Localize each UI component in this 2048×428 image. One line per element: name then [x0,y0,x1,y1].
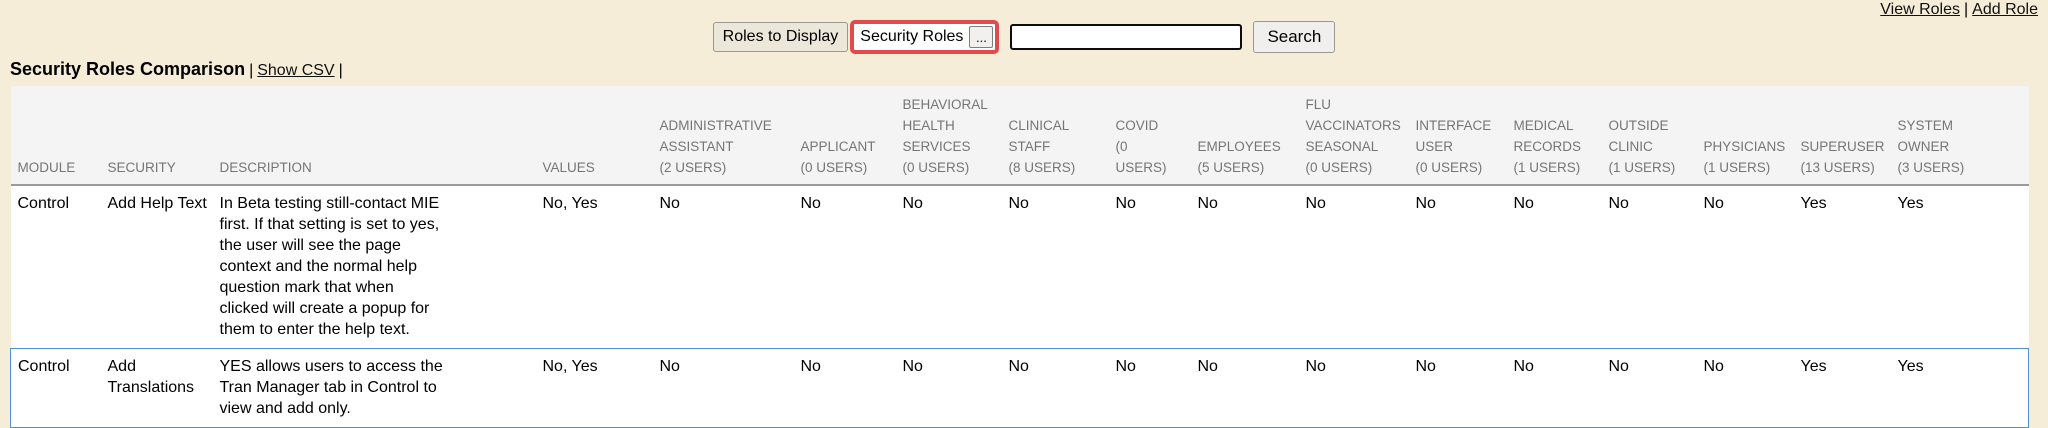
cell-role-covid: No [1108,185,1191,349]
cell-role-medical-records: No [1506,185,1602,349]
cell-role-flu-vaccinators-seasonal: No [1298,348,1409,428]
table-header-row: MODULE SECURITY DESCRIPTION VALUES ADMIN… [10,86,2029,186]
cell-values: No, Yes [535,348,653,428]
cell-security: Add Translations [100,348,213,428]
search-input[interactable] [1010,24,1243,50]
links-separator: | [1964,1,1969,18]
cell-role-system-owner: Yes [1890,185,2029,349]
column-header-interface-user: INTERFACE USER (0 USERS) [1408,86,1507,186]
cell-role-employees: No [1190,185,1299,349]
column-header-clinical-staff: CLINICAL STAFF (8 USERS) [1001,86,1109,186]
cell-description: YES allows users to access the Tran Mana… [212,348,536,428]
column-header-medical-records: MEDICAL RECORDS (1 USERS) [1506,86,1602,186]
column-header-flu-vaccinators-seasonal: FLU VACCINATORS SEASONAL (0 USERS) [1298,86,1409,186]
role-filter-value[interactable]: Security Roles [856,28,970,46]
page-title: Security Roles Comparison [10,59,246,79]
table-row[interactable]: Control Add Help Text In Beta testing st… [10,185,2029,349]
column-header-covid: COVID (0 USERS) [1108,86,1191,186]
table-row-highlighted[interactable]: Control Add Translations YES allows user… [10,348,2029,428]
toolbar: Roles to Display Security Roles ... Sear… [0,20,2048,54]
column-header-description: DESCRIPTION [212,86,536,186]
column-header-behavioral-health-services: BEHAVIORAL HEALTH SERVICES (0 USERS) [895,86,1002,186]
cell-role-interface-user: No [1408,348,1507,428]
show-csv-link[interactable]: Show CSV [257,62,335,79]
column-header-security: SECURITY [100,86,213,186]
top-links: View Roles | Add Role [0,0,2048,20]
cell-role-physicians: No [1696,348,1794,428]
cell-role-applicant: No [793,185,896,349]
column-header-system-owner: SYSTEM OWNER (3 USERS) [1890,86,2029,186]
cell-security: Add Help Text [100,185,213,349]
column-header-physicians: PHYSICIANS (1 USERS) [1696,86,1794,186]
cell-role-administrative-assistant: No [652,348,794,428]
heading-separator: | [249,62,254,79]
cell-role-covid: No [1108,348,1191,428]
cell-role-behavioral-health-services: No [895,348,1002,428]
cell-role-applicant: No [793,348,896,428]
table-body: Control Add Help Text In Beta testing st… [10,185,2029,428]
column-header-outside-clinic: OUTSIDE CLINIC (1 USERS) [1601,86,1697,186]
cell-role-administrative-assistant: No [652,185,794,349]
column-header-module: MODULE [10,86,101,186]
column-header-applicant: APPLICANT (0 USERS) [793,86,896,186]
column-header-administrative-assistant: ADMINISTRATIVE ASSISTANT (2 USERS) [652,86,794,186]
role-filter-highlight-outline: Security Roles ... [850,20,1000,54]
cell-description: In Beta testing still-contact MIE first.… [212,185,536,349]
cell-values: No, Yes [535,185,653,349]
description-text: In Beta testing still-contact MIE first.… [219,195,440,338]
add-role-link[interactable]: Add Role [1972,1,2038,18]
cell-module: Control [10,185,101,349]
view-roles-link[interactable]: View Roles [1880,1,1961,18]
heading-trailing-separator: | [338,62,343,79]
security-roles-comparison-table: MODULE SECURITY DESCRIPTION VALUES ADMIN… [10,86,2029,428]
heading-row: Security Roles Comparison | Show CSV | [10,59,2048,81]
column-header-employees: EMPLOYEES (5 USERS) [1190,86,1299,186]
cell-role-flu-vaccinators-seasonal: No [1298,185,1409,349]
cell-role-interface-user: No [1408,185,1507,349]
table-header: MODULE SECURITY DESCRIPTION VALUES ADMIN… [10,86,2029,186]
cell-role-physicians: No [1696,185,1794,349]
cell-role-superuser: Yes [1793,185,1891,349]
search-button[interactable]: Search [1253,21,1336,53]
cell-role-behavioral-health-services: No [895,185,1002,349]
cell-role-clinical-staff: No [1001,185,1109,349]
cell-role-outside-clinic: No [1601,185,1697,349]
cell-module: Control [10,348,101,428]
cell-role-system-owner: Yes [1890,348,2029,428]
column-header-superuser: SUPERUSER (13 USERS) [1793,86,1891,186]
cell-role-medical-records: No [1506,348,1602,428]
description-text: YES allows users to access the Tran Mana… [219,358,443,417]
cell-role-superuser: Yes [1793,348,1891,428]
roles-to-display-button[interactable]: Roles to Display [712,22,849,52]
cell-role-employees: No [1190,348,1299,428]
cell-role-clinical-staff: No [1001,348,1109,428]
role-picker-ellipsis-button[interactable]: ... [969,26,994,48]
column-header-values: VALUES [535,86,653,186]
cell-role-outside-clinic: No [1601,348,1697,428]
